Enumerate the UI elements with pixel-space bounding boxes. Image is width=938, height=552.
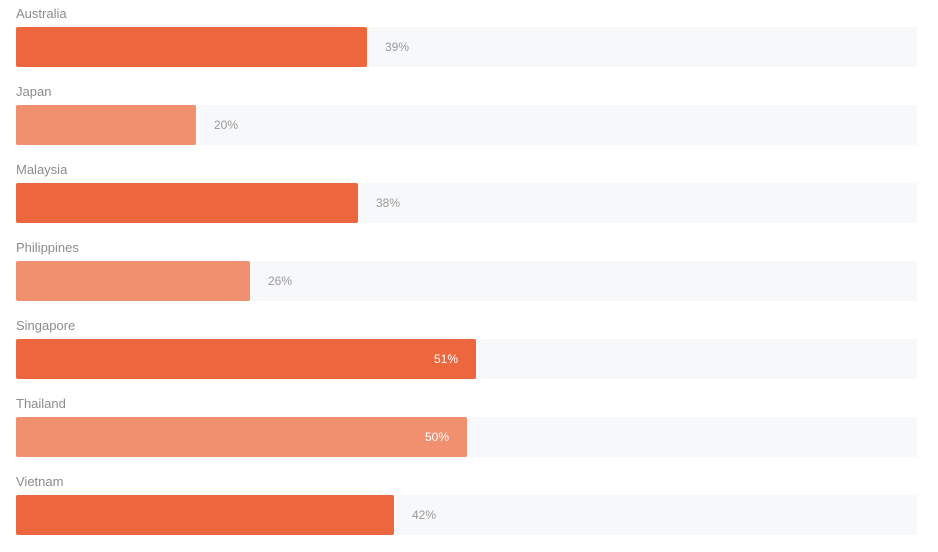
bar-track: 26% (16, 261, 917, 301)
value-label: 42% (412, 508, 437, 522)
bar-row: Thailand 50% (16, 396, 917, 474)
value-label: 50% (424, 430, 449, 444)
bar-row: Malaysia 38% (16, 162, 917, 240)
category-label: Vietnam (16, 474, 64, 489)
value-label: 39% (385, 40, 410, 54)
bar-row: Japan 20% (16, 84, 917, 162)
value-label: 38% (376, 196, 401, 210)
bar-row: Australia 39% (16, 6, 917, 84)
bar (16, 339, 476, 379)
bar-track: 50% (16, 417, 917, 457)
category-label: Singapore (16, 318, 76, 333)
category-label: Australia (16, 6, 67, 21)
category-label: Philippines (16, 240, 79, 255)
value-label: 20% (214, 118, 239, 132)
bar (16, 105, 196, 145)
bar (16, 495, 394, 535)
bar (16, 417, 467, 457)
bar-row: Philippines 26% (16, 240, 917, 318)
bar (16, 261, 250, 301)
bar-track: 39% (16, 27, 917, 67)
bar-track: 51% (16, 339, 917, 379)
category-label: Malaysia (16, 162, 68, 177)
bar (16, 27, 367, 67)
bar (16, 183, 358, 223)
category-label: Thailand (16, 396, 66, 411)
bar-row: Singapore 51% (16, 318, 917, 396)
value-label: 51% (433, 352, 458, 366)
category-label: Japan (16, 84, 52, 99)
bar-track: 20% (16, 105, 917, 145)
bar-track: 42% (16, 495, 917, 535)
bar-row: Vietnam 42% (16, 474, 917, 552)
bar-track: 38% (16, 183, 917, 223)
value-label: 26% (268, 274, 293, 288)
